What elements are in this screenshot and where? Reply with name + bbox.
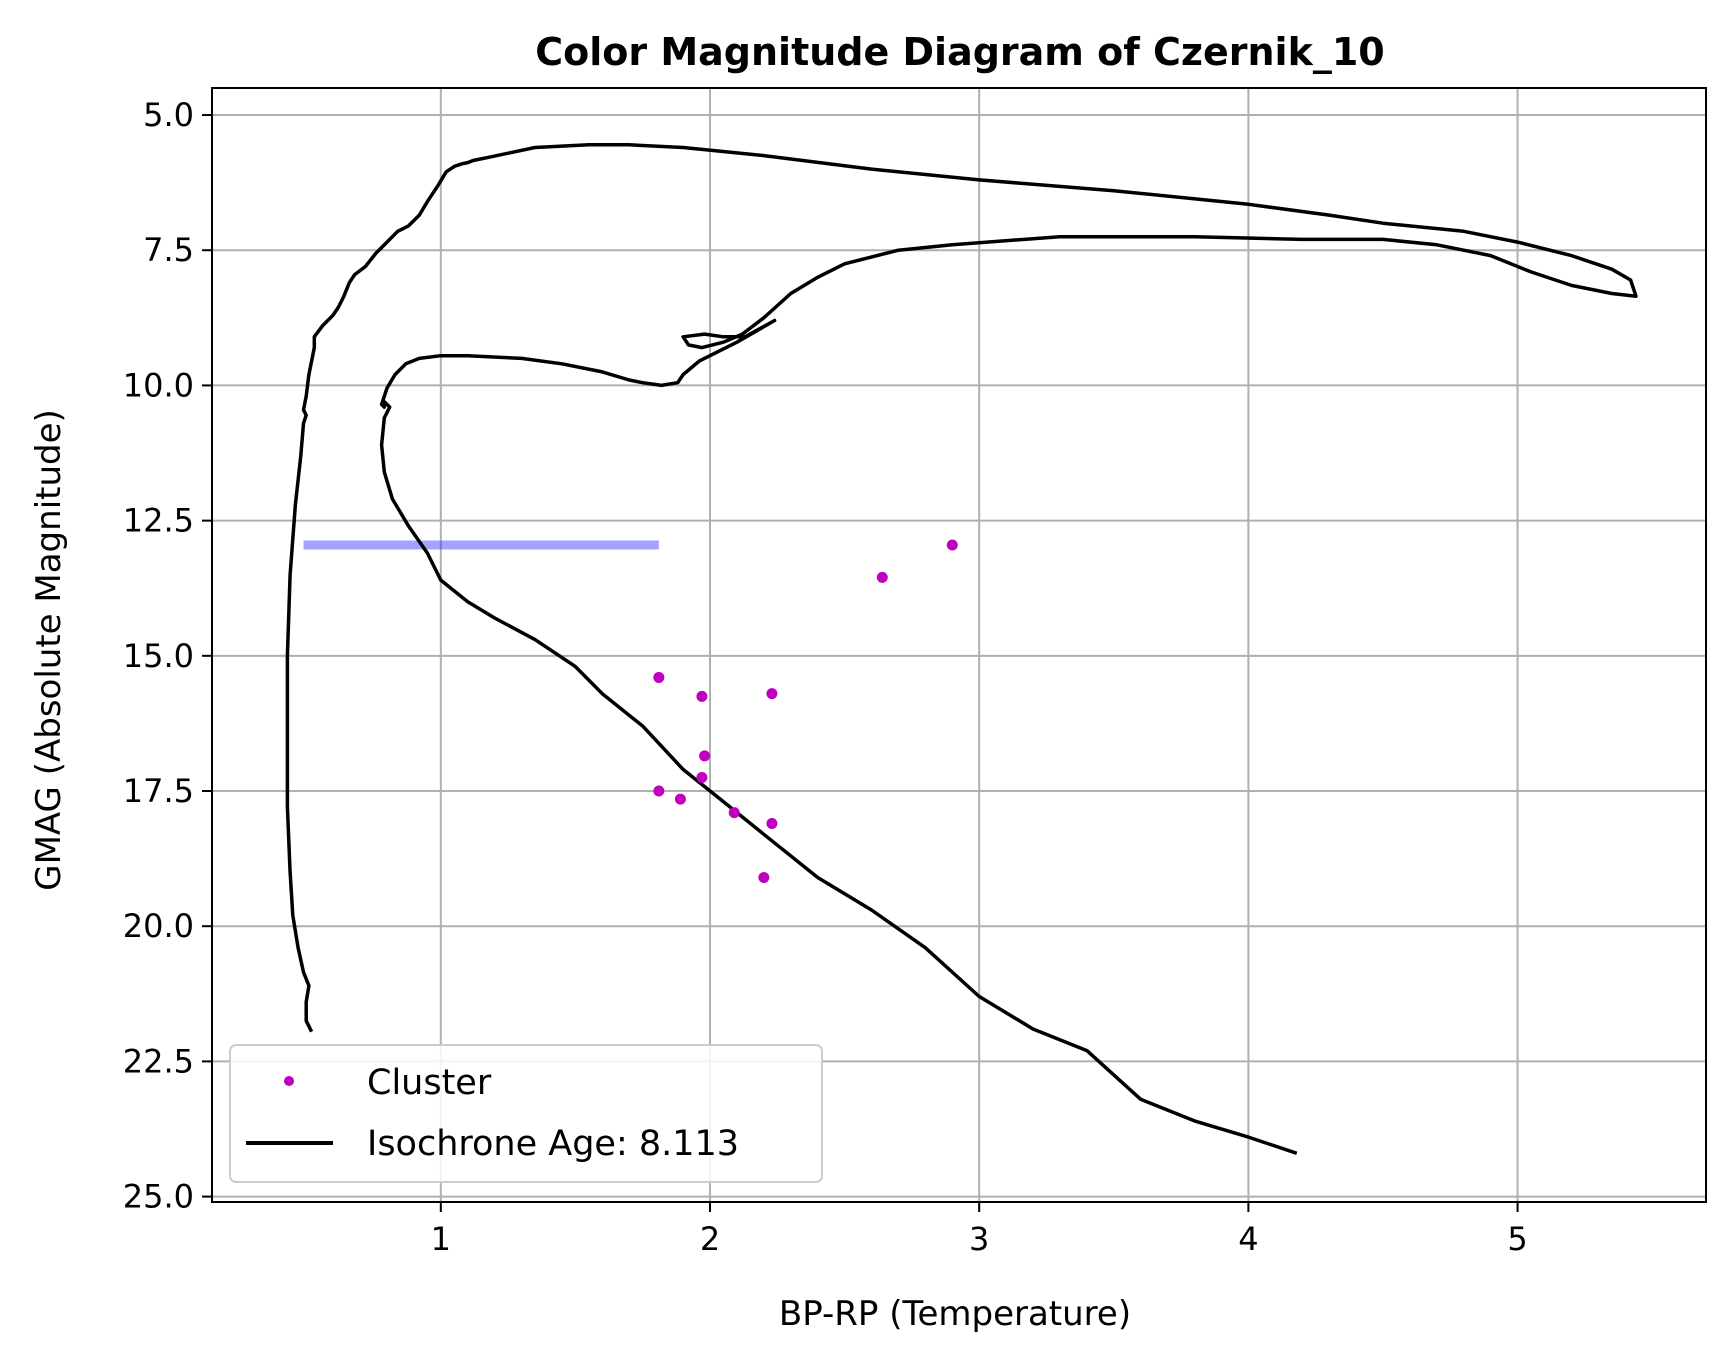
cluster-point <box>674 793 686 805</box>
legend: Cluster Isochrone Age: 8.113 <box>229 1044 823 1183</box>
x-tick-label: 2 <box>700 1220 720 1258</box>
cluster-point <box>728 807 740 819</box>
legend-label-cluster: Cluster <box>367 1063 492 1103</box>
y-tick-label: 20.0 <box>123 907 194 945</box>
x-axis-label: BP-RP (Temperature) <box>779 1294 1131 1334</box>
cluster-point <box>758 872 770 884</box>
y-tick-label: 10.0 <box>123 366 194 404</box>
y-tick-label: 22.5 <box>123 1042 194 1080</box>
x-tick-label: 1 <box>431 1220 451 1258</box>
cluster-point <box>699 750 711 762</box>
y-tick-label: 12.5 <box>123 502 194 540</box>
axes-frame <box>211 87 1707 1203</box>
chart-title: Color Magnitude Diagram of Czernik_10 <box>535 30 1385 74</box>
isochrone-line <box>285 143 1638 1155</box>
cluster-point <box>876 571 888 583</box>
cluster-point <box>696 690 708 702</box>
y-tick-label: 25.0 <box>123 1178 194 1216</box>
y-tick-label: 7.5 <box>143 231 194 269</box>
legend-marker-cluster <box>284 1076 294 1086</box>
y-tick-label: 5.0 <box>143 96 194 134</box>
plot-area-frame <box>211 87 1707 1203</box>
cluster-point <box>653 785 665 797</box>
x-tick-label: 4 <box>1238 1220 1258 1258</box>
cluster-point <box>653 671 665 683</box>
x-tick-label: 3 <box>969 1220 989 1258</box>
legend-box <box>229 1044 823 1183</box>
legend-label-isochrone: Isochrone Age: 8.113 <box>367 1124 739 1164</box>
x-axis-ticks: 1 2 3 4 5 <box>431 1202 1528 1258</box>
cluster-point <box>946 539 958 551</box>
cluster-point <box>696 771 708 783</box>
cluster-point <box>766 688 778 700</box>
y-tick-label: 15.0 <box>123 637 194 675</box>
y-axis-label: GMAG (Absolute Magnitude) <box>29 409 69 891</box>
grid-layer <box>212 88 1706 1202</box>
series-layer <box>285 143 1638 1155</box>
y-tick-label: 17.5 <box>123 772 194 810</box>
cluster-point <box>766 817 778 829</box>
x-tick-label: 5 <box>1507 1220 1527 1258</box>
y-axis-ticks: 5.0 7.5 10.0 12.5 15.0 17.5 20.0 22.5 25.0 <box>123 96 212 1216</box>
